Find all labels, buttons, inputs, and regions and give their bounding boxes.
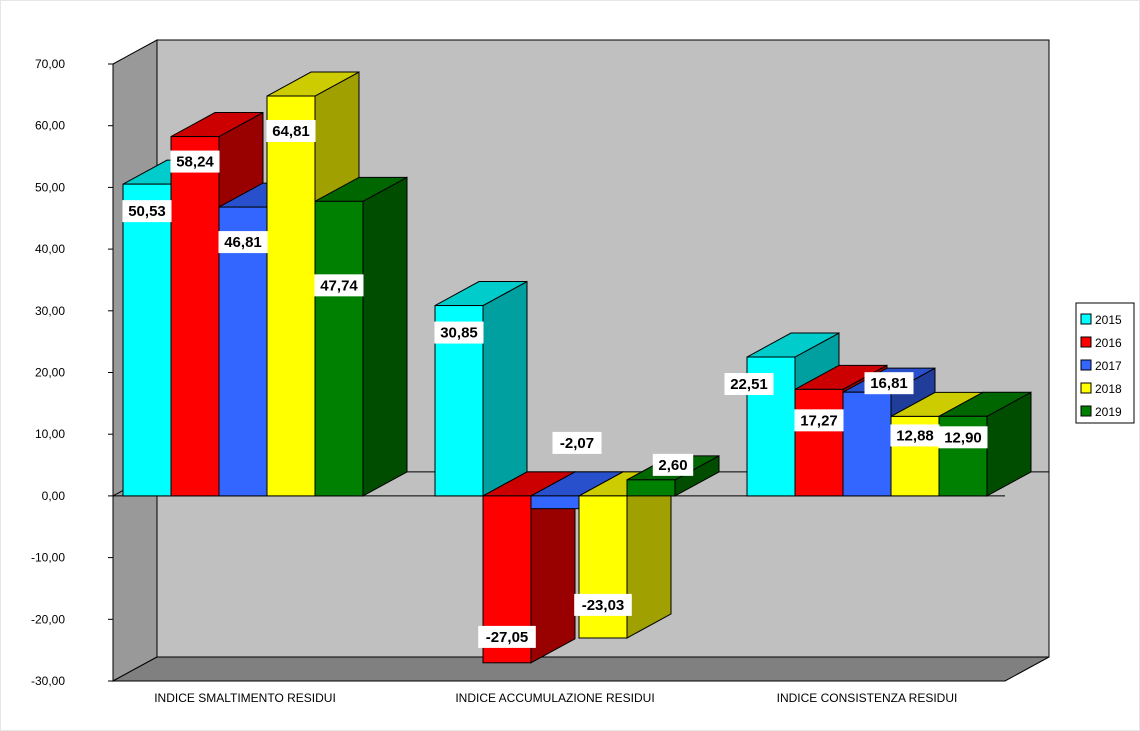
legend-label: 2016 xyxy=(1095,336,1122,350)
y-tick-label: 30,00 xyxy=(35,304,65,318)
legend-label: 2019 xyxy=(1095,405,1122,419)
svg-text:22,51: 22,51 xyxy=(730,376,768,393)
svg-text:64,81: 64,81 xyxy=(272,123,310,140)
y-tick-label: -30,00 xyxy=(31,674,65,688)
y-tick-label: 60,00 xyxy=(35,119,65,133)
data-label: 50,53 xyxy=(122,200,172,223)
data-label: 47,74 xyxy=(314,274,364,297)
y-tick-label: 70,00 xyxy=(35,57,65,71)
svg-text:30,85: 30,85 xyxy=(440,325,478,342)
svg-text:16,81: 16,81 xyxy=(870,375,908,392)
svg-text:17,27: 17,27 xyxy=(800,412,838,429)
svg-text:12,88: 12,88 xyxy=(896,427,934,444)
svg-text:12,90: 12,90 xyxy=(944,429,982,446)
y-tick-label: -10,00 xyxy=(31,551,65,565)
data-label: 17,27 xyxy=(794,409,844,432)
legend-label: 2017 xyxy=(1095,359,1122,373)
legend-swatch xyxy=(1080,359,1092,371)
data-label: 12,88 xyxy=(890,424,940,447)
svg-text:-2,07: -2,07 xyxy=(560,435,594,452)
legend-swatch xyxy=(1080,336,1092,348)
data-label: -27,05 xyxy=(478,625,536,648)
y-tick-label: 10,00 xyxy=(35,427,65,441)
legend-item-2018: 2018 xyxy=(1080,382,1122,396)
data-label: 22,51 xyxy=(724,373,774,396)
svg-text:50,53: 50,53 xyxy=(128,203,166,220)
bar-2019-1 xyxy=(314,176,408,497)
legend-item-2019: 2019 xyxy=(1080,405,1122,419)
y-tick-label: -20,00 xyxy=(31,612,65,626)
x-category-label: INDICE ACCUMULAZIONE RESIDUI xyxy=(455,691,654,705)
data-label: 16,81 xyxy=(864,372,914,395)
bar-2015-2 xyxy=(434,280,528,497)
legend-label: 2015 xyxy=(1095,313,1122,327)
data-label: 2,60 xyxy=(652,453,694,476)
data-label: 46,81 xyxy=(218,231,268,254)
svg-text:47,74: 47,74 xyxy=(320,277,358,294)
svg-text:-23,03: -23,03 xyxy=(582,597,625,614)
legend-label: 2018 xyxy=(1095,382,1122,396)
data-label: -2,07 xyxy=(552,431,602,454)
legend-swatch xyxy=(1080,313,1092,325)
y-tick-label: 0,00 xyxy=(42,489,66,503)
data-label: 64,81 xyxy=(266,120,316,143)
floor xyxy=(112,656,1050,682)
y-tick-label: 40,00 xyxy=(35,242,65,256)
data-label: 12,90 xyxy=(938,426,988,449)
legend-swatch xyxy=(1080,405,1092,417)
svg-text:-27,05: -27,05 xyxy=(486,629,529,646)
svg-text:58,24: 58,24 xyxy=(176,154,214,171)
x-category-label: INDICE SMALTIMENTO RESIDUI xyxy=(154,691,336,705)
data-label: 30,85 xyxy=(434,321,484,344)
legend-item-2016: 2016 xyxy=(1080,336,1122,350)
y-tick-label: 50,00 xyxy=(35,180,65,194)
legend-item-2017: 2017 xyxy=(1080,359,1122,373)
svg-text:46,81: 46,81 xyxy=(224,234,262,251)
data-label: -23,03 xyxy=(574,593,632,616)
y-tick-label: 20,00 xyxy=(35,366,65,380)
legend-item-2015: 2015 xyxy=(1080,313,1122,327)
svg-text:2,60: 2,60 xyxy=(658,457,687,474)
legend-swatch xyxy=(1080,382,1092,394)
x-category-label: INDICE CONSISTENZA RESIDUI xyxy=(777,691,958,705)
data-label: 58,24 xyxy=(170,150,220,173)
